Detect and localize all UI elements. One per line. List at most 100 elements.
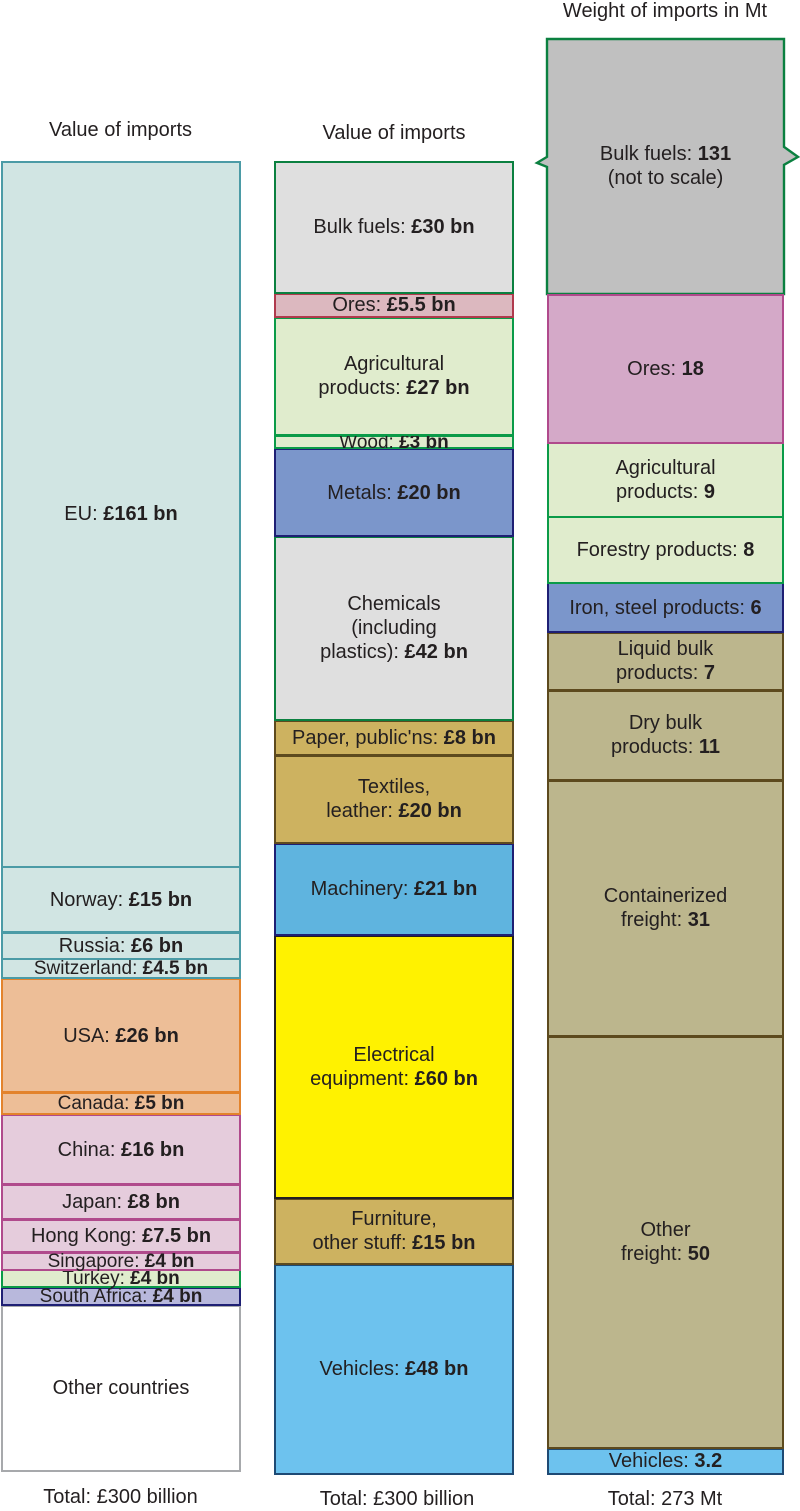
segment-label: South Africa: bbox=[39, 1285, 153, 1307]
segment-value: 50 bbox=[687, 1243, 710, 1266]
goods-column: Bulk fuels: £30 bn Ores: £5.5 bn Agricultu… bbox=[274, 161, 514, 1476]
segment-label: Hong Kong: bbox=[30, 1225, 143, 1248]
segment-value: £6 bn bbox=[131, 934, 184, 957]
weight-total: Total: 273 Mt bbox=[607, 1488, 723, 1510]
segment-label: Forestry products: bbox=[576, 539, 744, 562]
segment-label-bulk-fuels: Bulk fuels: 131 (not to scale) bbox=[599, 143, 732, 189]
segment-value: £5 bn bbox=[134, 1093, 185, 1115]
segment-label: Machinery: bbox=[310, 878, 414, 901]
segment-label: Agricultural products: bbox=[615, 456, 716, 503]
segment-other-countries: Other countries bbox=[1, 1304, 241, 1473]
segment-value: £15 bn bbox=[412, 1232, 476, 1255]
segment-value: £5.5 bn bbox=[386, 294, 456, 317]
segment-containerized-freight: Containerized freight: 31 bbox=[547, 780, 784, 1037]
segment-label: Canada: bbox=[57, 1093, 135, 1115]
segment-label: Wood: bbox=[339, 431, 400, 453]
segment-agricultural-products: Agricultural products: 9 bbox=[547, 442, 784, 518]
segment-value: £20 bn bbox=[398, 800, 462, 823]
countries-total: Total: £300 billion bbox=[43, 1486, 198, 1508]
segment-furniture-other-stuff: Furniture, other stuff: £15 bn bbox=[274, 1197, 514, 1265]
segment-switzerland: Switzerland: £4.5 bn bbox=[1, 958, 241, 980]
segment-label: China: bbox=[57, 1138, 121, 1161]
segment-label: Bulk fuels: bbox=[313, 216, 412, 239]
segment-wood: Wood: £3 bn bbox=[274, 433, 514, 452]
segment-label: Paper, public'ns: bbox=[292, 727, 444, 750]
segment-label: Iron, steel products: bbox=[569, 596, 751, 619]
segment-value: £3 bn bbox=[399, 431, 449, 453]
segment-bulk-fuels bbox=[534, 37, 800, 296]
segment-value: £161 bn bbox=[103, 503, 178, 526]
segment-value: £4.5 bn bbox=[142, 958, 209, 980]
segment-value: £8 bn bbox=[127, 1191, 180, 1214]
segment-value: £30 bn bbox=[411, 216, 475, 239]
segment-value: £60 bn bbox=[414, 1067, 478, 1090]
segment-paper-public-ns: Paper, public'ns: £8 bn bbox=[274, 719, 514, 757]
segment-bulk-fuels: Bulk fuels: £30 bn bbox=[274, 161, 514, 294]
segment-value: 6 bbox=[750, 596, 762, 619]
segment-forestry-products: Forestry products: 8 bbox=[547, 516, 784, 584]
segment-label: Japan: bbox=[62, 1191, 128, 1214]
segment-label: Containerized freight: bbox=[603, 885, 728, 932]
segment-turkey: Turkey: £4 bn bbox=[1, 1269, 241, 1288]
segment-label: Norway: bbox=[49, 888, 129, 911]
goods-total: Total: £300 billion bbox=[319, 1488, 475, 1510]
segment-value: £20 bn bbox=[397, 481, 461, 504]
segment-value: 8 bbox=[743, 539, 755, 562]
segment-label: Electrical equipment: bbox=[310, 1043, 435, 1090]
segment-label: Agricultural products: bbox=[318, 353, 445, 400]
segment-label: Metals: bbox=[327, 481, 398, 504]
segment-value: £21 bn bbox=[414, 878, 478, 901]
segment-label: Russia: bbox=[58, 934, 131, 957]
segment-label: Vehicles: bbox=[319, 1358, 406, 1381]
segment-label: Furniture, other stuff: bbox=[312, 1208, 437, 1255]
segment-agricultural-products: Agricultural products: £27 bn bbox=[274, 316, 514, 437]
segment-label: Other countries bbox=[52, 1377, 190, 1400]
segment-value: 18 bbox=[681, 357, 704, 380]
goods-heading: Value of imports bbox=[322, 122, 466, 144]
segment-value: £26 bn bbox=[115, 1024, 179, 1047]
segment-label: Dry bulk products: bbox=[611, 712, 703, 759]
segment-label: Ores: bbox=[627, 357, 682, 380]
segment-value: £42 bn bbox=[404, 641, 468, 664]
segment-value: £27 bn bbox=[406, 377, 470, 400]
segment-value: 3.2 bbox=[694, 1450, 723, 1473]
segment-eu: EU: £161 bn bbox=[1, 161, 241, 868]
countries-column: EU: £161 bn Norway: £15 bn Russia: £6 bn Sw… bbox=[1, 161, 241, 1473]
weight-heading: Weight of imports in Mt bbox=[562, 0, 768, 22]
segment-machinery: Machinery: £21 bn bbox=[274, 842, 514, 936]
segment-norway: Norway: £15 bn bbox=[1, 866, 241, 934]
segment-value: £15 bn bbox=[128, 888, 193, 911]
segment-label: Singapore: bbox=[47, 1250, 145, 1272]
segment-label: Vehicles: bbox=[608, 1450, 695, 1473]
weight-column: Bulk fuels: 131 (not to scale) Ores: 18 Agr… bbox=[534, 37, 800, 1476]
segment-value: £8 bn bbox=[443, 727, 496, 750]
segment-value: £4 bn bbox=[144, 1250, 195, 1272]
segment-iron-steel-products: Iron, steel products: 6 bbox=[547, 582, 784, 634]
segment-chemicals-including-plastics: Chemicals (including plastics): £42 bn bbox=[274, 535, 514, 722]
segment-other-freight: Other freight: 50 bbox=[547, 1035, 784, 1449]
segment-singapore: Singapore: £4 bn bbox=[1, 1252, 241, 1271]
segment-ores: Ores: £5.5 bn bbox=[274, 292, 514, 318]
segment-value: £48 bn bbox=[405, 1358, 469, 1381]
segment-value: £4 bn bbox=[152, 1285, 203, 1307]
segment-value: £4 bn bbox=[130, 1268, 180, 1290]
segment-metals: Metals: £20 bn bbox=[274, 448, 514, 538]
segment-hong-kong: Hong Kong: £7.5 bn bbox=[1, 1219, 241, 1254]
segment-label: Other freight: bbox=[621, 1219, 691, 1266]
segment-usa: USA: £26 bn bbox=[1, 978, 241, 1094]
segment-vehicles: Vehicles: 3.2 bbox=[547, 1447, 784, 1476]
segment-label: EU: bbox=[64, 503, 104, 526]
segment-liquid-bulk-products: Liquid bulk products: 7 bbox=[547, 631, 784, 691]
segment-label: Liquid bulk products: bbox=[616, 638, 714, 685]
bulk-fuels-broken-segment bbox=[534, 37, 800, 296]
segment-value: 9 bbox=[703, 480, 715, 503]
segment-dry-bulk-products: Dry bulk products: 11 bbox=[547, 689, 784, 782]
segment-label: Switzerland: bbox=[33, 958, 143, 980]
segment-ores: Ores: 18 bbox=[547, 294, 784, 444]
segment-value: 7 bbox=[703, 662, 715, 685]
segment-label: USA: bbox=[63, 1024, 116, 1047]
segment-value: £16 bn bbox=[121, 1138, 185, 1161]
countries-heading: Value of imports bbox=[48, 119, 193, 141]
segment-textiles-leather: Textiles, leather: £20 bn bbox=[274, 755, 514, 844]
segment-south-africa: South Africa: £4 bn bbox=[1, 1287, 241, 1306]
